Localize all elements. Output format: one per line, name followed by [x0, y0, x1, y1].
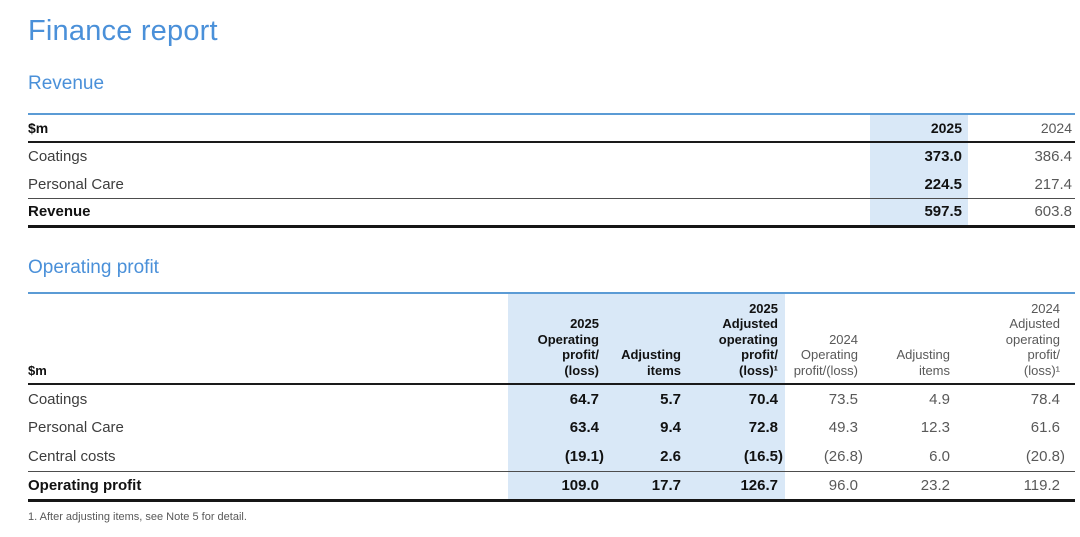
- cell: 70.4: [688, 384, 785, 414]
- cell: 61.6: [1030, 419, 1060, 437]
- section-heading-revenue: Revenue: [28, 73, 105, 95]
- operating-profit-table: $m 2025 Operating profit/ (loss) Adjusti…: [28, 291, 1075, 502]
- cell: 2.6: [606, 442, 688, 472]
- revenue-table: $m 2025 2024 Coatings 373.0 386.4 Person…: [28, 113, 1075, 228]
- col-header-2025-operating-profit: 2025 Operating profit/ (loss): [508, 292, 606, 386]
- table-row-central-costs: Central costs (19.1) 2.6 (16.5) (26.8) 6…: [28, 442, 1075, 472]
- table-row-personal-care: Personal Care 224.5 217.4: [28, 170, 1075, 199]
- total-cell: 23.2: [865, 471, 957, 502]
- cell: (16.5): [688, 442, 785, 472]
- cell: 49.3: [828, 419, 858, 437]
- cell: 78.4: [1030, 390, 1060, 408]
- cell-2025: 373.0: [870, 142, 968, 171]
- revenue-unit-label: $m: [28, 114, 870, 144]
- total-label: Operating profit: [28, 471, 508, 502]
- total-cell: 126.7: [688, 471, 785, 502]
- cell: 6.0: [865, 442, 957, 472]
- table-row-coatings: Coatings 64.7 5.7 70.4 73.5 4.9 78.4: [28, 384, 1075, 414]
- cell: 63.4: [508, 413, 606, 443]
- cell: 4.9: [929, 390, 950, 408]
- col-header-2024-operating-profit: 2024 Operating profit/(loss): [785, 292, 865, 386]
- cell: 73.5: [828, 390, 858, 408]
- total-cell: 17.7: [606, 471, 688, 502]
- total-2024: 603.8: [968, 198, 1075, 228]
- cell: (26.8): [785, 442, 865, 472]
- section-heading-operating-profit: Operating profit: [28, 256, 159, 278]
- table-row-revenue-total: Revenue 597.5 603.8: [28, 198, 1075, 228]
- table-row-personal-care: Personal Care 63.4 9.4 72.8 49.3 12.3 61…: [28, 413, 1075, 443]
- cell: (20.8): [957, 442, 1075, 472]
- row-label: Coatings: [28, 390, 88, 408]
- cell: 72.8: [688, 413, 785, 443]
- total-2025: 597.5: [870, 198, 968, 228]
- total-label: Revenue: [28, 198, 870, 228]
- col-header-2025-adjusted-operating-profit: 2025 Adjusted operating profit/ (loss)¹: [688, 292, 785, 386]
- col-header-2024-adjusting-items: Adjusting items: [865, 292, 957, 386]
- cell-2024: 217.4: [968, 170, 1075, 199]
- cell-2024: 386.4: [1034, 148, 1072, 166]
- total-cell: 96.0: [785, 471, 865, 502]
- footnote: 1. After adjusting items, see Note 5 for…: [28, 510, 247, 523]
- cell: (19.1): [508, 442, 606, 472]
- cell: 64.7: [508, 384, 606, 414]
- row-label: Personal Care: [28, 170, 870, 199]
- table-row-coatings: Coatings 373.0 386.4: [28, 142, 1075, 171]
- total-cell: 109.0: [508, 471, 606, 502]
- revenue-header-row: $m 2025 2024: [28, 114, 1075, 144]
- total-cell: 119.2: [957, 471, 1075, 502]
- operating-header-row: $m 2025 Operating profit/ (loss) Adjusti…: [28, 292, 1075, 386]
- cell: 12.3: [920, 419, 950, 437]
- report-page: Finance report Revenue $m 2025 2024 Coat…: [28, 15, 1075, 523]
- cell: 5.7: [606, 384, 688, 414]
- row-label: Personal Care: [28, 419, 124, 437]
- operating-unit-label: $m: [28, 292, 508, 386]
- page-title: Finance report: [28, 15, 218, 47]
- row-label: Central costs: [28, 442, 508, 472]
- col-header-2024-adjusted-operating-profit: 2024 Adjusted operating profit/ (loss)¹: [957, 292, 1075, 386]
- row-label: Coatings: [28, 148, 88, 166]
- revenue-col-header-2024: 2024: [968, 114, 1075, 144]
- cell: 9.4: [606, 413, 688, 443]
- table-row-operating-profit-total: Operating profit 109.0 17.7 126.7 96.0 2…: [28, 471, 1075, 502]
- revenue-col-header-2025: 2025: [870, 114, 968, 144]
- cell-2025: 224.5: [870, 170, 968, 199]
- col-header-2025-adjusting-items: Adjusting items: [606, 292, 688, 386]
